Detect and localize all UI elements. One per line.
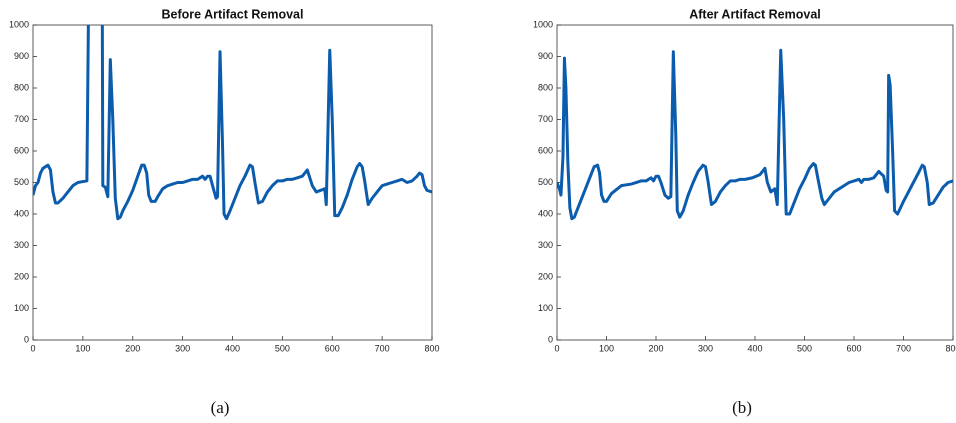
y-tick-label: 1000 <box>533 19 553 29</box>
y-tick-label: 800 <box>538 82 553 92</box>
x-tick-label: 600 <box>846 343 861 353</box>
x-tick-label: 400 <box>747 343 762 353</box>
y-tick-label: 600 <box>538 145 553 155</box>
x-tick-label: 0 <box>30 343 35 353</box>
x-tick-label: 200 <box>125 343 140 353</box>
y-tick-label: 500 <box>538 177 553 187</box>
y-tick-label: 600 <box>14 145 29 155</box>
x-tick-label: 700 <box>896 343 911 353</box>
chart-title: Before Artifact Removal <box>162 7 304 21</box>
y-tick-label: 200 <box>538 271 553 281</box>
x-tick-label: 100 <box>75 343 90 353</box>
y-tick-label: 300 <box>538 240 553 250</box>
y-tick-label: 100 <box>538 303 553 313</box>
x-tick-label: 300 <box>175 343 190 353</box>
y-tick-label: 800 <box>14 82 29 92</box>
y-tick-label: 100 <box>14 303 29 313</box>
x-tick-label: 800 <box>945 343 956 353</box>
y-tick-label: 400 <box>14 208 29 218</box>
x-tick-label: 200 <box>648 343 663 353</box>
caption: (b) <box>732 398 752 417</box>
y-tick-label: 200 <box>14 271 29 281</box>
data-line <box>33 25 432 221</box>
y-tick-label: 700 <box>14 114 29 124</box>
y-tick-label: 0 <box>24 334 29 344</box>
x-tick-label: 600 <box>325 343 340 353</box>
x-tick-label: 400 <box>225 343 240 353</box>
x-tick-label: 300 <box>698 343 713 353</box>
x-tick-label: 500 <box>275 343 290 353</box>
chart-title: After Artifact Removal <box>689 7 821 21</box>
y-tick-label: 0 <box>548 334 553 344</box>
data-line <box>557 48 953 221</box>
x-tick-label: 500 <box>797 343 812 353</box>
x-tick-label: 700 <box>375 343 390 353</box>
y-tick-label: 900 <box>14 51 29 61</box>
x-tick-label: 0 <box>554 343 559 353</box>
y-tick-label: 1000 <box>9 19 29 29</box>
x-tick-label: 800 <box>424 343 439 353</box>
y-tick-label: 500 <box>14 177 29 187</box>
y-tick-label: 700 <box>538 114 553 124</box>
x-tick-label: 100 <box>599 343 614 353</box>
caption: (a) <box>211 398 230 417</box>
y-tick-label: 400 <box>538 208 553 218</box>
y-tick-label: 300 <box>14 240 29 250</box>
y-tick-label: 900 <box>538 51 553 61</box>
plot-area <box>32 24 433 341</box>
